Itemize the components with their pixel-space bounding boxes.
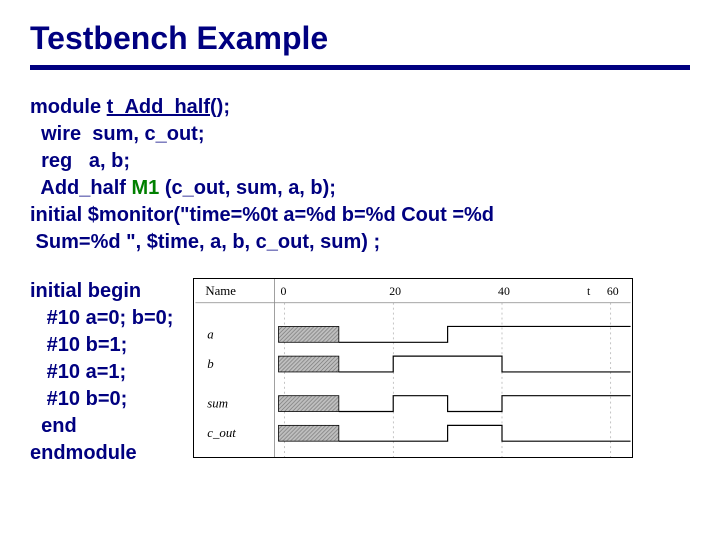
code-line: end [30, 413, 173, 440]
code-line: #10 b=0; [30, 386, 173, 413]
code-line: module t_Add_half(); [30, 94, 690, 121]
timing-diagram: Name 0 20 40 t 60 a b sum c_out [193, 278, 633, 458]
code-line: #10 a=0; b=0; [30, 305, 173, 332]
code-text: (); [210, 96, 230, 118]
svg-text:20: 20 [390, 284, 402, 298]
lower-section: initial begin #10 a=0; b=0; #10 b=1; #10… [30, 278, 690, 467]
title-text: Testbench Example [30, 20, 328, 56]
title-underline [30, 65, 690, 70]
svg-text:sum: sum [208, 397, 229, 411]
svg-text:40: 40 [498, 284, 510, 298]
code-line: #10 b=1; [30, 332, 173, 359]
code-line: reg a, b; [30, 148, 690, 175]
code-line: initial begin [30, 278, 173, 305]
svg-text:c_out: c_out [208, 426, 237, 440]
instance-name: M1 [131, 177, 159, 199]
code-line: Sum=%d ", $time, a, b, c_out, sum) ; [30, 229, 690, 256]
code-line: wire sum, c_out; [30, 121, 690, 148]
timing-svg: Name 0 20 40 t 60 a b sum c_out [194, 279, 632, 457]
code-line: #10 a=1; [30, 359, 173, 386]
svg-text:a: a [208, 327, 214, 341]
code-line: Add_half M1 (c_out, sum, a, b); [30, 175, 690, 202]
module-name: t_Add_half [107, 96, 210, 118]
page-title: Testbench Example [30, 20, 690, 57]
svg-text:0: 0 [281, 284, 287, 298]
kw-module: module [30, 96, 107, 118]
svg-text:60: 60 [607, 284, 619, 298]
code-line: endmodule [30, 440, 173, 467]
code-block-2: initial begin #10 a=0; b=0; #10 b=1; #10… [30, 278, 173, 467]
svg-text:Name: Name [206, 284, 237, 298]
svg-text:b: b [208, 357, 215, 371]
code-block-1: module t_Add_half(); wire sum, c_out; re… [30, 94, 690, 256]
svg-text:t: t [587, 284, 591, 298]
code-line: initial $monitor("time=%0t a=%d b=%d Cou… [30, 202, 690, 229]
